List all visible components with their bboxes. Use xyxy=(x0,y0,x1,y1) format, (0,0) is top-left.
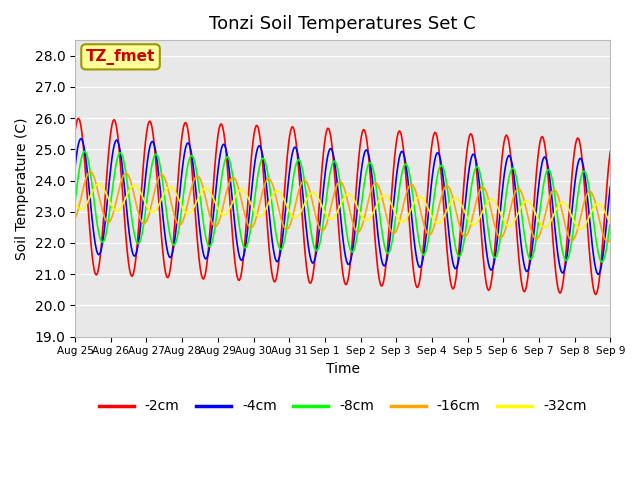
Text: TZ_fmet: TZ_fmet xyxy=(86,49,156,65)
-8cm xyxy=(239,241,246,247)
-16cm xyxy=(558,209,566,215)
Title: Tonzi Soil Temperatures Set C: Tonzi Soil Temperatures Set C xyxy=(209,15,476,33)
-8cm xyxy=(298,164,306,170)
-4cm xyxy=(607,184,614,190)
-2cm xyxy=(75,115,83,121)
-32cm xyxy=(71,200,79,206)
-8cm xyxy=(80,148,88,154)
-32cm xyxy=(239,187,246,193)
-4cm xyxy=(466,164,474,169)
-16cm xyxy=(71,216,79,221)
-2cm xyxy=(466,133,474,139)
-16cm xyxy=(372,180,380,186)
-32cm xyxy=(607,221,614,227)
-2cm xyxy=(592,292,600,298)
Line: -4cm: -4cm xyxy=(75,139,611,275)
-4cm xyxy=(558,270,566,276)
Legend: -2cm, -4cm, -8cm, -16cm, -32cm: -2cm, -4cm, -8cm, -16cm, -32cm xyxy=(93,394,592,419)
Line: -16cm: -16cm xyxy=(75,172,611,242)
-32cm xyxy=(576,226,584,232)
-32cm xyxy=(558,199,566,205)
-32cm xyxy=(466,219,474,225)
-8cm xyxy=(71,198,79,204)
-2cm xyxy=(372,244,380,250)
-16cm xyxy=(298,180,306,185)
Line: -2cm: -2cm xyxy=(75,118,611,295)
-4cm xyxy=(298,182,306,188)
-8cm xyxy=(558,247,566,252)
-16cm xyxy=(604,239,612,245)
Y-axis label: Soil Temperature (C): Soil Temperature (C) xyxy=(15,117,29,260)
-32cm xyxy=(397,219,405,225)
-2cm xyxy=(397,132,405,138)
-4cm xyxy=(77,136,84,142)
Line: -8cm: -8cm xyxy=(75,151,611,262)
-8cm xyxy=(397,173,405,179)
-2cm xyxy=(298,210,306,216)
-4cm xyxy=(594,272,602,277)
-2cm xyxy=(71,128,79,133)
-2cm xyxy=(558,285,566,290)
-32cm xyxy=(372,204,380,210)
-32cm xyxy=(95,181,102,187)
-2cm xyxy=(239,261,246,267)
-4cm xyxy=(239,256,246,262)
-2cm xyxy=(607,149,614,155)
-16cm xyxy=(466,226,474,232)
-4cm xyxy=(372,209,380,215)
X-axis label: Time: Time xyxy=(326,362,360,376)
-8cm xyxy=(466,198,474,204)
-8cm xyxy=(598,259,606,265)
-32cm xyxy=(298,207,306,213)
-4cm xyxy=(397,149,405,155)
Line: -32cm: -32cm xyxy=(75,184,611,229)
-16cm xyxy=(239,204,246,209)
-4cm xyxy=(71,163,79,169)
-16cm xyxy=(87,169,95,175)
-8cm xyxy=(607,219,614,225)
-16cm xyxy=(607,237,614,242)
-16cm xyxy=(397,211,405,216)
-8cm xyxy=(372,180,380,186)
